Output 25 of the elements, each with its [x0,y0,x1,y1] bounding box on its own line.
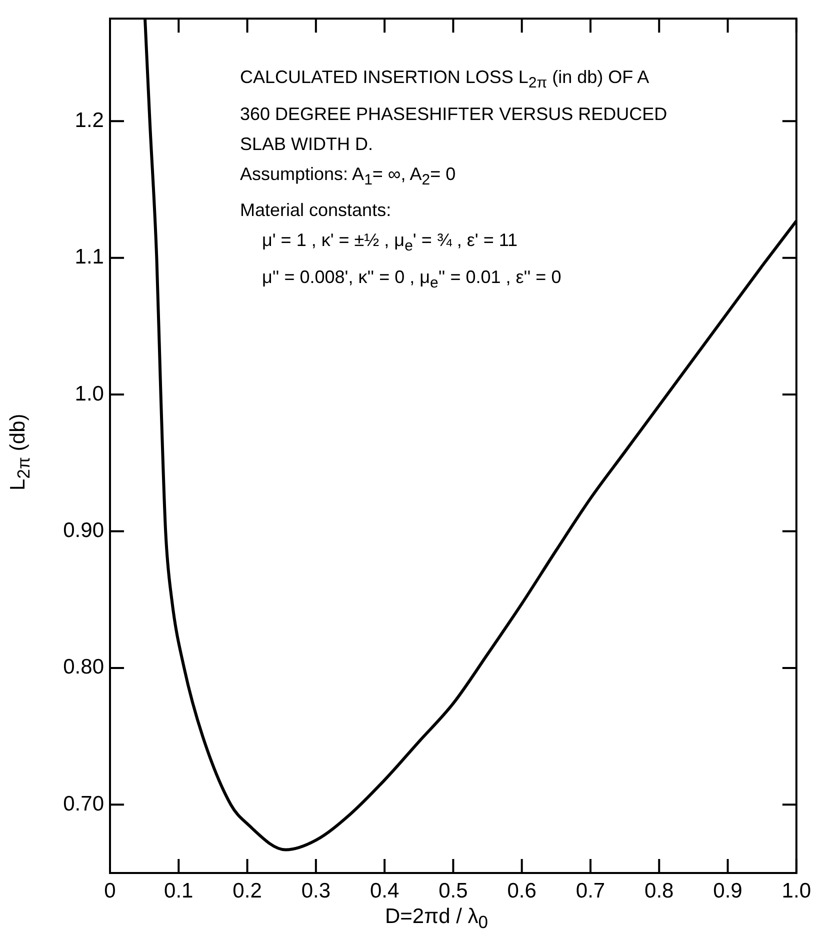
x-tick-label: 0.4 [370,879,400,902]
annotation: 360 DEGREE PHASESHIFTER VERSUS REDUCED [240,102,668,126]
annotation: SLAB WIDTH D. [240,132,374,156]
x-axis-title: D=2πd / λ$_{0}$ [385,905,488,934]
x-tick-label: 0.5 [438,879,468,902]
x-tick-label: 0.8 [644,879,674,902]
x-tick-label: 0.3 [301,879,331,902]
x-tick-label: 1.0 [782,879,812,902]
x-tick-label: 0.6 [507,879,536,902]
annotation: CALCULATED INSERTION LOSS L$_{2π}$ (in db) OF A [240,66,650,94]
x-tick-label: 0.1 [164,879,194,902]
y-tick-label: 0.70 [63,792,104,816]
y-tick-label: 0.90 [63,519,104,542]
x-tick-label: 0 [104,879,116,902]
x-tick-label: 0.7 [576,879,606,902]
annotation: μ'' = 0.008', κ'' = 0 , μ$_{e}$'' = 0.01 , ε'' = 0 [261,266,562,294]
y-tick-label: 1.0 [74,382,104,406]
x-tick-label: 0.2 [232,879,262,902]
y-tick-label: 1.2 [74,108,104,132]
annotation: Material constants: [240,199,392,222]
annotation: μ' = 1 , κ' = ±½ , μ$_{e}$' = ¾ , ε' = 11 [261,229,519,257]
y-tick-label: 0.80 [63,656,104,679]
y-tick-label: 1.1 [74,246,104,269]
x-tick-label: 0.9 [713,879,742,902]
annotation: Assumptions: A$_{1}$= ∞, A$_{2}$= 0 [240,162,457,190]
